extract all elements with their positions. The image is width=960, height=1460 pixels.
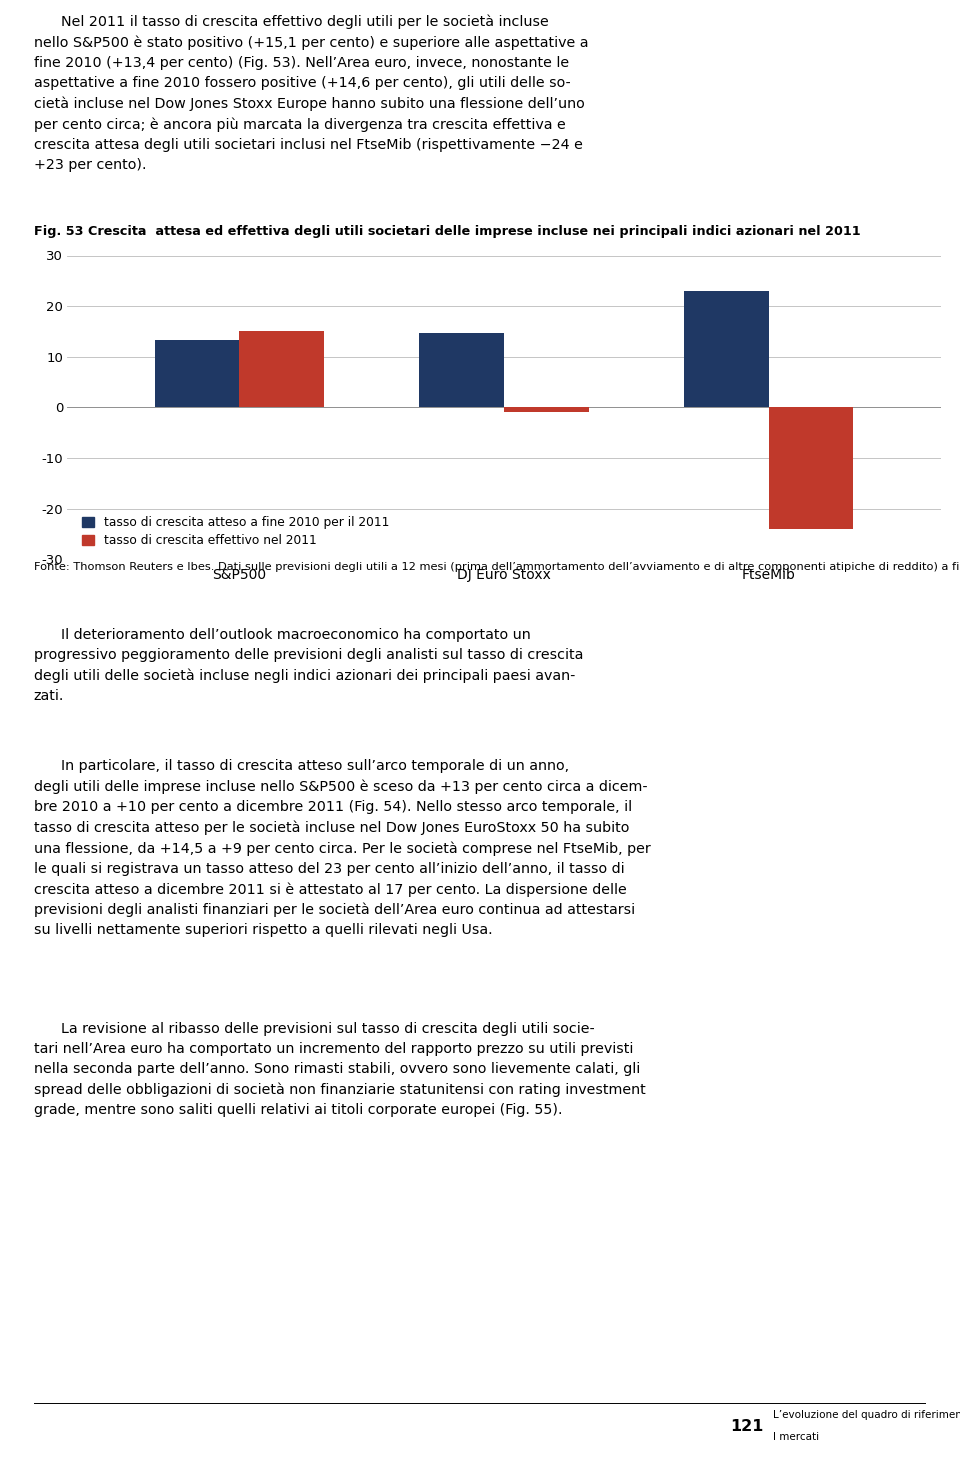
Bar	[239, 331, 324, 407]
Text: In particolare, il tasso di crescita atteso sull’arco temporale di un anno,
degl: In particolare, il tasso di crescita att…	[34, 759, 650, 937]
Text: Nel 2011 il tasso di crescita effettivo degli utili per le società incluse
nello: Nel 2011 il tasso di crescita effettivo …	[34, 15, 588, 172]
Text: La revisione al ribasso delle previsioni sul tasso di crescita degli utili socie: La revisione al ribasso delle previsioni…	[34, 1022, 645, 1117]
Bar	[769, 407, 853, 529]
Text: I mercati: I mercati	[773, 1432, 819, 1442]
Bar	[420, 333, 504, 407]
Text: L’evoluzione del quadro di riferimento: L’evoluzione del quadro di riferimento	[773, 1410, 960, 1421]
Text: 121: 121	[730, 1419, 763, 1434]
Bar	[684, 291, 769, 407]
Text: Il deterioramento dell’outlook macroeconomico ha comportato un
progressivo peggi: Il deterioramento dell’outlook macroecon…	[34, 628, 583, 702]
Text: Fig. 53 Crescita  attesa ed effettiva degli utili societari delle imprese inclus: Fig. 53 Crescita attesa ed effettiva deg…	[34, 225, 860, 238]
Legend: tasso di crescita atteso a fine 2010 per il 2011, tasso di crescita effettivo ne: tasso di crescita atteso a fine 2010 per…	[82, 515, 390, 548]
Bar	[155, 340, 239, 407]
Bar	[504, 407, 588, 412]
Text: Fonte: Thomson Reuters e Ibes. Dati sulle previsioni degli utili a 12 mesi (prim: Fonte: Thomson Reuters e Ibes. Dati sull…	[34, 562, 960, 572]
